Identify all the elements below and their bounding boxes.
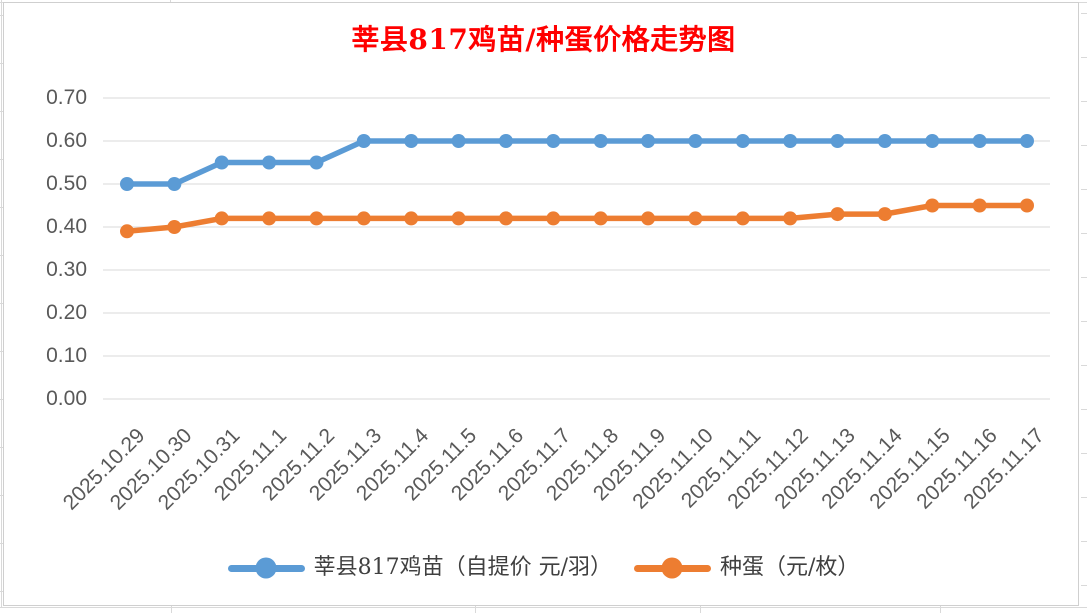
- spreadsheet-gridline-bottom: [0, 607, 1087, 608]
- data-point-series-2: [451, 211, 466, 226]
- data-point-series-2: [1020, 198, 1034, 213]
- spreadsheet-row-ticks-right: [1081, 13, 1087, 591]
- y-tick-label: 0.10: [46, 344, 87, 367]
- data-point-series-1: [925, 134, 940, 148]
- data-point-series-2: [356, 211, 371, 226]
- legend-label-series-2: 种蛋（元/枚）: [719, 555, 860, 580]
- data-point-series-1: [593, 134, 608, 148]
- data-point-series-2: [972, 198, 987, 213]
- spreadsheet-column-tick: [700, 603, 701, 613]
- data-point-series-1: [356, 134, 371, 148]
- legend-dot-marker-blue: [255, 557, 277, 579]
- data-point-series-2: [877, 207, 892, 222]
- data-point-series-1: [688, 134, 703, 148]
- data-point-series-1: [404, 134, 419, 148]
- spreadsheet-column-tick: [171, 603, 172, 613]
- legend-line-marker-blue: [227, 557, 305, 579]
- data-point-series-2: [214, 211, 229, 226]
- data-point-series-1: [972, 134, 987, 148]
- data-point-series-2: [593, 211, 608, 226]
- series-line-2: [124, 202, 1030, 235]
- data-point-series-2: [120, 224, 134, 239]
- data-point-series-1: [451, 134, 466, 148]
- y-tick-label: 0.30: [46, 258, 87, 281]
- y-tick-label: 0.20: [46, 301, 87, 324]
- data-point-series-1: [309, 155, 324, 170]
- legend-item-series-2: 种蛋（元/枚）: [633, 553, 860, 583]
- data-point-series-2: [641, 211, 656, 226]
- data-point-series-2: [688, 211, 703, 226]
- chart-title: 莘县817鸡苗/种蛋价格走势图: [351, 23, 736, 56]
- data-point-series-1: [167, 177, 182, 191]
- data-point-series-2: [404, 211, 419, 226]
- data-point-series-1: [830, 134, 845, 148]
- data-point-series-1: [546, 134, 561, 148]
- data-point-series-1: [262, 155, 277, 170]
- data-point-series-1: [214, 155, 229, 170]
- data-point-series-1: [641, 134, 656, 148]
- spreadsheet-column-tick: [475, 603, 476, 613]
- legend-label-series-1: 莘县817鸡苗（自提价 元/羽）: [313, 555, 612, 580]
- y-tick-label: 0.00: [46, 387, 87, 410]
- data-point-series-2: [735, 211, 750, 226]
- legend-item-series-1: 莘县817鸡苗（自提价 元/羽）: [227, 553, 612, 583]
- data-point-series-1: [735, 134, 750, 148]
- data-point-series-1: [120, 177, 134, 191]
- y-tick-label: 0.50: [46, 172, 87, 195]
- series-line-1: [124, 138, 1030, 187]
- data-point-series-2: [309, 211, 324, 226]
- chart-canvas: [3, 2, 1079, 606]
- data-point-series-1: [783, 134, 798, 148]
- legend-line-marker-orange: [633, 557, 711, 579]
- y-tick-label: 0.60: [46, 129, 87, 152]
- data-point-series-2: [546, 211, 561, 226]
- y-tick-label: 0.70: [46, 86, 87, 109]
- y-tick-label: 0.40: [46, 215, 87, 238]
- data-point-series-2: [262, 211, 277, 226]
- data-point-series-1: [498, 134, 513, 148]
- data-point-series-2: [925, 198, 940, 213]
- spreadsheet-row-ticks-left: [0, 15, 3, 595]
- data-point-series-1: [877, 134, 892, 148]
- data-point-series-2: [783, 211, 798, 226]
- data-point-series-2: [498, 211, 513, 226]
- data-point-series-2: [830, 207, 845, 222]
- spreadsheet-column-tick: [940, 603, 941, 613]
- legend: 莘县817鸡苗（自提价 元/羽） 种蛋（元/枚）: [0, 546, 1087, 590]
- data-point-series-2: [167, 220, 182, 234]
- data-point-series-1: [1020, 134, 1034, 148]
- legend-dot-marker-orange: [661, 557, 683, 579]
